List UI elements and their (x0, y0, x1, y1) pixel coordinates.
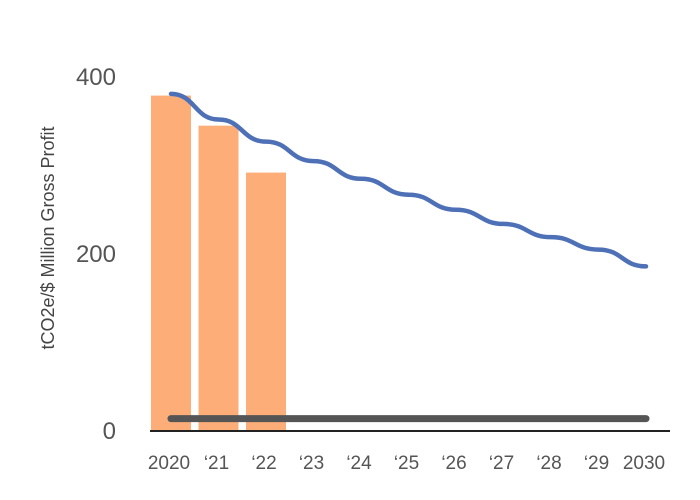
x-tick-label: ‘25 (394, 453, 419, 474)
y-tick-labels: 0 200 400 (76, 64, 116, 445)
x-tick-labels: 2020 ‘21 ‘22 ‘23 ‘24 ‘25 ‘26 ‘27 ‘28 ‘29 2030 (148, 453, 665, 474)
series-line-0 (168, 91, 649, 269)
bar-1 (198, 125, 239, 432)
y-tick-label: 200 (76, 241, 116, 268)
x-tick-label: ‘29 (584, 453, 609, 474)
y-tick-label: 400 (76, 64, 116, 91)
x-tick-label: ‘23 (299, 453, 324, 474)
x-tick-label: ‘22 (251, 453, 276, 474)
y-axis-label: tCO2e/$ Million Gross Profit (38, 126, 58, 349)
x-tick-label: ‘26 (441, 453, 466, 474)
bar-2 (246, 172, 286, 431)
bar-0 (151, 95, 191, 432)
x-tick-label: ‘27 (489, 453, 514, 474)
x-tick-label: ‘28 (536, 453, 561, 474)
y-tick-label: 0 (103, 418, 116, 445)
bars-group (151, 95, 286, 432)
x-tick-label: 2020 (148, 453, 190, 474)
x-tick-label: 2030 (623, 453, 665, 474)
x-tick-label: ‘21 (204, 453, 229, 474)
lines-group (167, 91, 650, 423)
x-tick-label: ‘24 (346, 453, 372, 474)
